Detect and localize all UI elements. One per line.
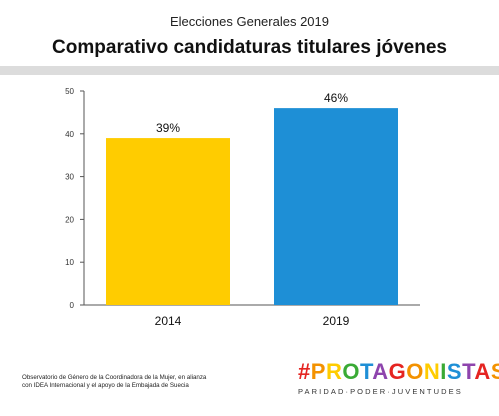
footnote: Observatorio de Género de la Coordinador… bbox=[22, 374, 252, 390]
y-tick-label: 10 bbox=[65, 258, 74, 267]
x-tick-label: 2019 bbox=[323, 314, 350, 328]
bar bbox=[274, 108, 398, 306]
y-tick-label: 40 bbox=[65, 130, 74, 139]
chart-title: Comparativo candidaturas titulares jóven… bbox=[52, 37, 447, 58]
chart-supertitle: Elecciones Generales 2019 bbox=[170, 14, 329, 29]
data-label: 46% bbox=[324, 91, 348, 105]
y-tick-label: 20 bbox=[65, 215, 74, 224]
footnote-line-2: con IDEA Internacional y el apoyo de la … bbox=[22, 382, 189, 389]
data-label: 39% bbox=[156, 121, 180, 135]
footnote-line-1: Observatorio de Género de la Coordinador… bbox=[22, 374, 207, 381]
title-divider bbox=[0, 66, 499, 75]
brand-logo: #PROTAGONISTAS PARIDAD·PODER·JUVENTUDES bbox=[298, 359, 499, 397]
y-tick-label: 0 bbox=[70, 301, 75, 310]
y-tick-label: 50 bbox=[65, 87, 74, 96]
brand-tagline: PARIDAD·PODER·JUVENTUDES bbox=[298, 387, 463, 396]
brand-name: #PROTAGONISTAS bbox=[298, 359, 499, 384]
bar bbox=[106, 138, 230, 305]
y-tick-label: 30 bbox=[65, 173, 74, 182]
x-tick-label: 2014 bbox=[155, 314, 182, 328]
